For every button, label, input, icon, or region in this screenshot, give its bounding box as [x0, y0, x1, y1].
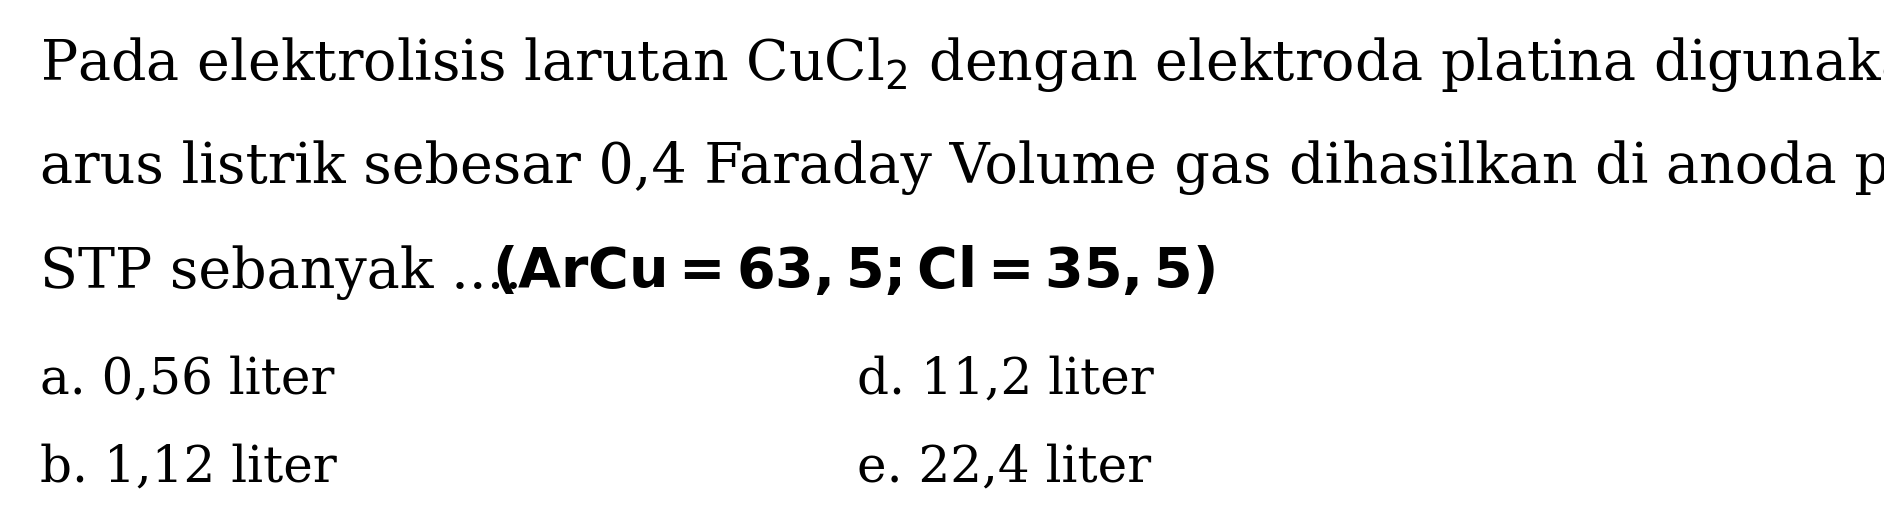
- Text: STP sebanyak ....: STP sebanyak ....: [40, 245, 593, 300]
- Text: arus listrik sebesar 0,4 Faraday Volume gas dihasilkan di anoda pada: arus listrik sebesar 0,4 Faraday Volume …: [40, 140, 1884, 195]
- Text: $\mathbf{(ArCu = 63,5; Cl = 35,5)}$: $\mathbf{(ArCu = 63,5; Cl = 35,5)}$: [492, 245, 1215, 299]
- Text: e. 22,4 liter: e. 22,4 liter: [857, 443, 1151, 493]
- Text: d. 11,2 liter: d. 11,2 liter: [857, 355, 1155, 405]
- Text: b. 1,12 liter: b. 1,12 liter: [40, 443, 337, 493]
- Text: a. 0,56 liter: a. 0,56 liter: [40, 355, 333, 405]
- Text: Pada elektrolisis larutan CuCl$_2$ dengan elektroda platina digunakan: Pada elektrolisis larutan CuCl$_2$ denga…: [40, 35, 1884, 94]
